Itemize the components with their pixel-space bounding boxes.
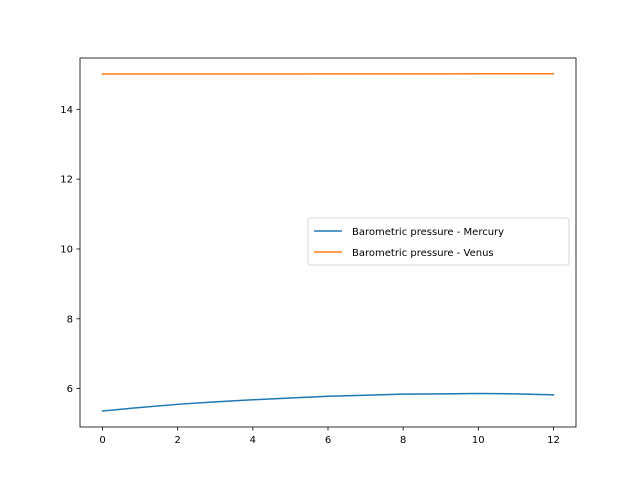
x-tick-label: 0 (99, 435, 105, 446)
y-tick-label: 8 (67, 314, 73, 325)
y-tick-label: 10 (60, 244, 73, 255)
x-axis: 0 2 4 6 8 10 12 (99, 427, 560, 446)
x-tick-label: 2 (175, 435, 181, 446)
series-line-mercury (101, 392, 555, 412)
legend-label: Barometric pressure - Venus (352, 248, 494, 259)
x-tick-label: 6 (325, 435, 331, 446)
series-lines (101, 72, 555, 412)
plot-frame (79, 57, 577, 428)
x-tick-label: 10 (472, 435, 485, 446)
x-tick-label: 4 (250, 435, 256, 446)
y-tick-label: 14 (60, 105, 73, 116)
y-tick-label: 6 (67, 384, 73, 395)
y-tick-label: 12 (60, 175, 73, 186)
x-tick-label: 8 (400, 435, 406, 446)
legend: Barometric pressure - Mercury Barometric … (307, 217, 570, 266)
y-axis: 6 8 10 12 14 (60, 105, 80, 395)
legend-label: Barometric pressure - Mercury (352, 227, 504, 238)
legend-box (307, 217, 570, 266)
x-tick-label: 12 (547, 435, 560, 446)
